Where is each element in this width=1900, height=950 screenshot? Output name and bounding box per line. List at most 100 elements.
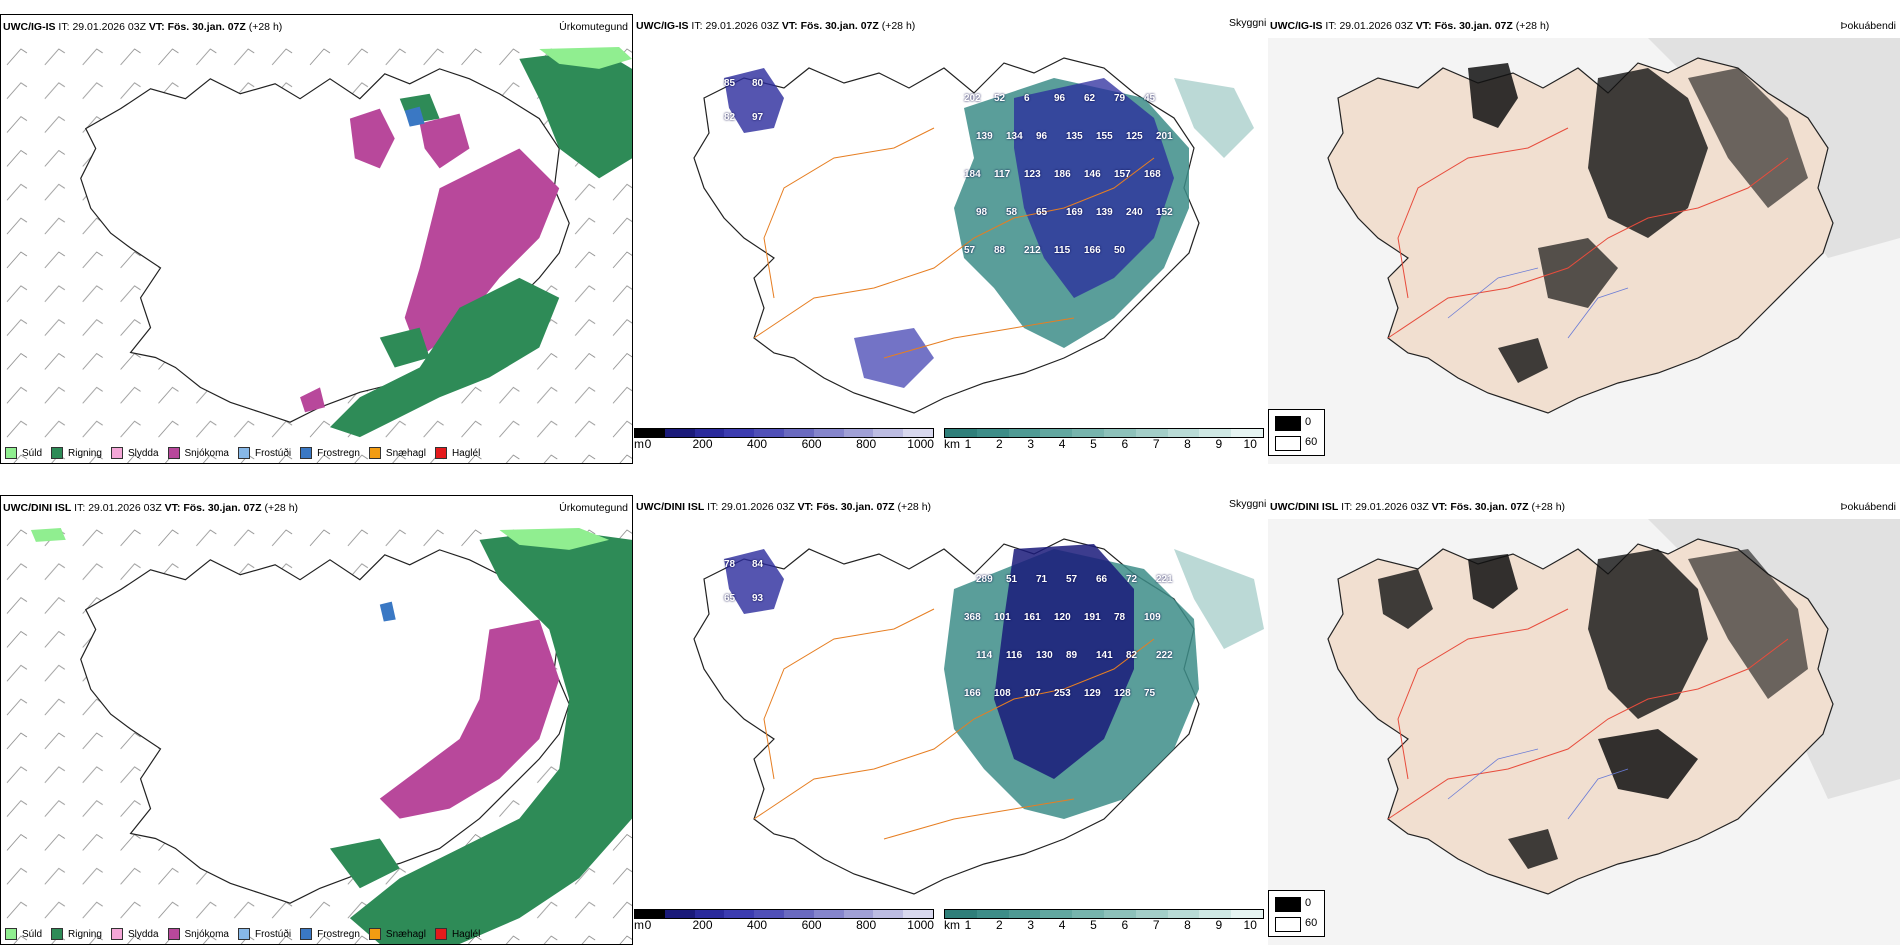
legend-label: Snjókoma [184,928,229,940]
init-time: 29.01.2026 03Z [1339,20,1413,32]
cloud-base-value: 289 [976,574,993,585]
colorbar-segment [1167,429,1200,437]
rivers [1447,267,1629,339]
cloud-base-value: 88 [994,245,1006,256]
cloud-base-value: 116 [1006,650,1023,661]
colorbar-tick: 7 [1152,918,1160,932]
cloud-base-areas [724,544,1264,819]
legend-swatch [300,928,313,940]
cloud-map: 85 80 82 97 202 52 6 96 62 79 45 139 134 96 135 155 125 2… [634,38,1267,424]
legend-swatch [368,928,381,940]
it-label: IT: [1325,20,1337,32]
legend-item-snæhagl: Snæhagl [368,928,426,940]
colorbar-segment [903,429,933,437]
visibility-unit: km [944,918,960,932]
visibility-colorbar: km 1 2 3 4 5 6 7 8 9 10 [944,909,1264,932]
precip-map [1,520,632,944]
legend-item-frostúði: Frostúði [237,928,291,940]
cloud-base-value: 128 [1114,688,1131,699]
legend-item-súld: Súld [5,928,42,940]
colorbar-tick: 1000 [907,437,934,451]
rain-areas [329,529,632,944]
colorbar-tick: 0 [644,437,652,451]
legend-label: Haglél [451,928,481,940]
colorbar-segment [945,910,977,918]
colorbar-tick: 800 [856,437,877,451]
cloud-base-value: 202 [964,93,981,104]
cloud-base-value: 71 [1036,574,1048,585]
cloud-base-value: 191 [1084,612,1101,623]
colorbar-tick: 8 [1184,918,1191,932]
colorbar-segment [813,429,844,437]
colorbar-segment [945,429,977,437]
cloud-base-value: 51 [1006,574,1018,585]
legend-label: Snæhagl [385,928,426,940]
cloud-base-value: 108 [994,688,1011,699]
legend-item-snjókoma: Snjókoma [167,928,229,940]
panel-title: Skyggni [1229,498,1267,510]
precip-map [1,39,632,463]
it-label: IT: [1341,501,1353,513]
fog-index-dark-areas [1378,549,1808,869]
roads [753,608,1155,840]
colorbar-tick: 200 [692,918,713,932]
cloud-base-value: 84 [752,559,764,570]
drizzle-areas [30,527,610,550]
visibility-colorbar: km 1 2 3 4 5 6 7 8 9 10 [944,428,1264,451]
fog-index-dark-areas [1468,63,1808,383]
fog-legend-swatch [1275,897,1301,912]
it-label: IT: [707,501,719,513]
colorbar-tick: 3 [1027,918,1035,932]
cloud-base-value: 139 [1096,207,1113,218]
legend-label: Frostregn [317,928,360,940]
legend-label: Snæhagl [385,447,426,459]
legend-item-snjókoma: Snjókoma [167,447,229,459]
colorbar-segment [873,910,904,918]
panel-header: UWC/IG-IS IT: 29.01.2026 03Z VT: Fös. 30… [634,16,1267,36]
legend-item-súld: Súld [5,447,42,459]
cloud-base-value: 57 [1066,574,1078,585]
lead-time: (+28 h) [1515,20,1550,32]
colorbar-segment [694,429,725,437]
snow-areas [379,619,560,819]
colorbar-segment [1231,910,1263,918]
panel-header: UWC/DINI ISL IT: 29.01.2026 03Z VT: Fös.… [634,497,1267,517]
height-colorbar: m 0 200 400 600 800 1000 [634,428,934,451]
snow-areas [300,108,560,413]
legend-item-frostúði: Frostúði [237,447,291,459]
height-unit: m [634,437,644,451]
cloud-base-value: 222 [1156,650,1173,661]
colorbar-segment [1135,910,1168,918]
colorbar-segment [1008,429,1041,437]
colorbar-tick: 1 [964,918,972,932]
cloud-base-areas [724,68,1254,388]
precip-legend: Súld Rigning Slydda Snjókoma Frostúði Frostre… [5,447,480,459]
valid-time: Fös. 30.jan. 07Z [1450,501,1529,513]
precip-type-panel-2: UWC/DINI ISL IT: 29.01.2026 03Z VT: Fös.… [0,495,633,945]
colorbar-tick: 4 [1058,918,1066,932]
cloud-base-value: 120 [1054,612,1071,623]
lead-time: (+28 h) [897,501,932,513]
valid-time: Fös. 30.jan. 07Z [816,501,895,513]
cloud-base-value: 82 [724,112,736,123]
legend-label: Haglél [451,447,481,459]
cloud-base-value: 166 [964,688,981,699]
cloud-base-value: 146 [1084,169,1101,180]
cloud-base-value: 96 [1036,131,1048,142]
panel-title: Úrkomutegund [559,21,628,33]
drizzle-areas [539,46,632,69]
fog-legend-label: 0 [1305,416,1312,428]
legend-label: Rigning [68,928,102,940]
colorbar-segment [1231,429,1263,437]
precip-type-panel-1: UWC/IG-IS IT: 29.01.2026 03Z VT: Fös. 30… [0,14,633,464]
cloud-base-value: 221 [1156,574,1173,585]
legend-item-rigning: Rigning [51,447,102,459]
cloud-map: 78 84 65 93 289 51 71 57 66 72 221 368 101 161 120 191 7… [634,519,1267,905]
colorbar-tick: 4 [1058,437,1066,451]
cloud-base-value: 169 [1066,207,1083,218]
cloud-base-value: 75 [1144,688,1156,699]
model-name: UWC/DINI ISL [3,502,72,514]
precip-legend: Súld Rigning Slydda Snjókoma Frostúði Frostre… [5,928,480,940]
panel-title: Skyggni [1229,17,1267,29]
cloud-base-value: 80 [752,78,764,89]
